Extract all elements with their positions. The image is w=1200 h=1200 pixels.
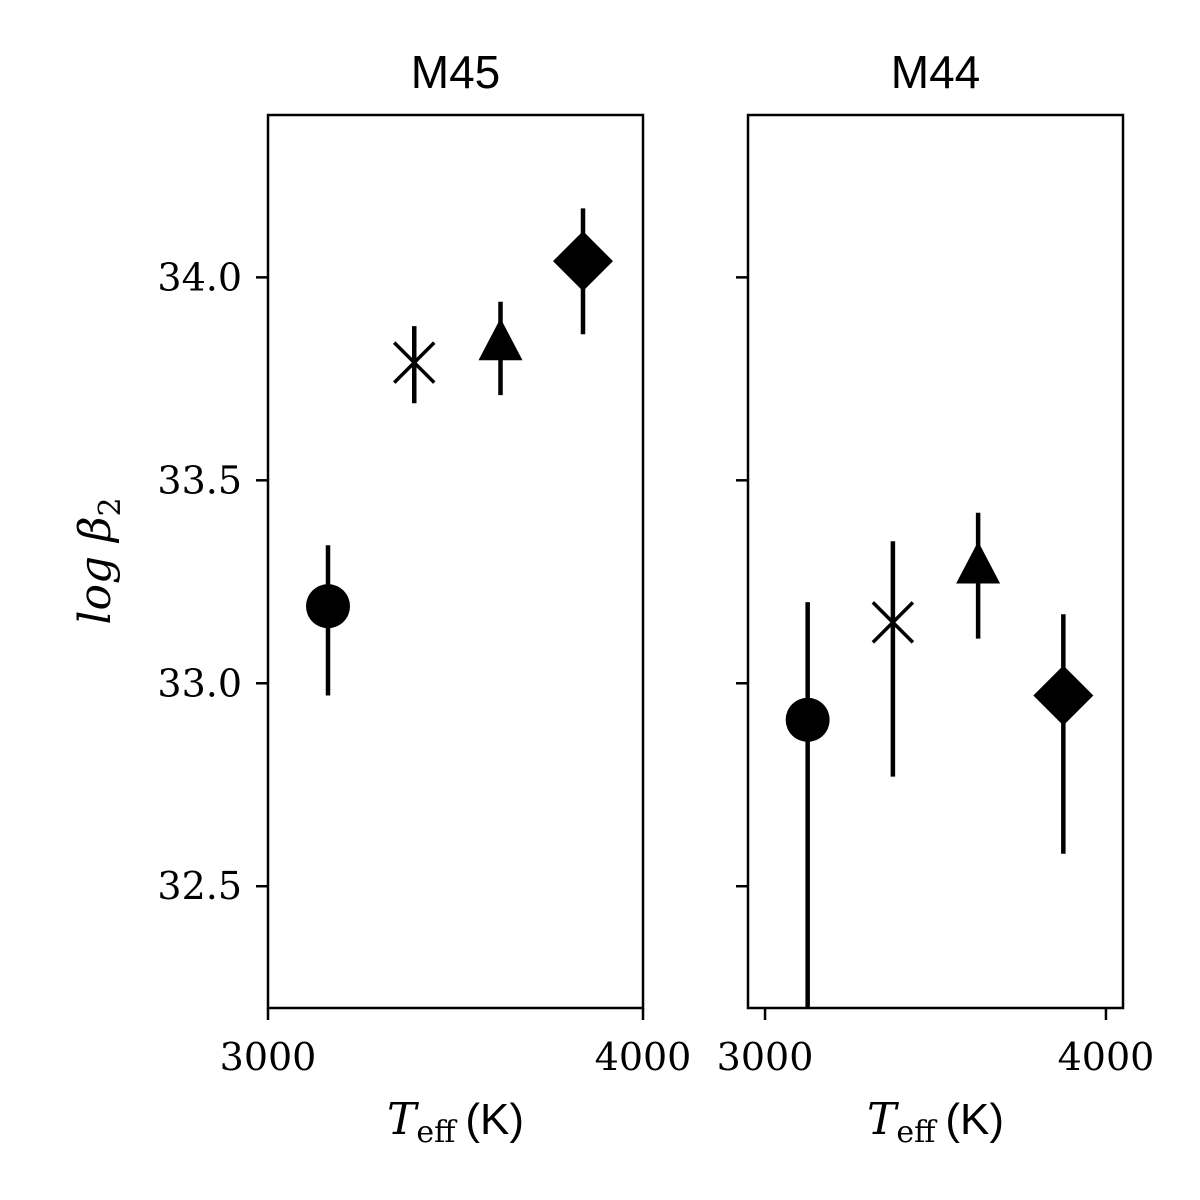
x-axis-label: Teff (K) <box>387 1094 524 1150</box>
y-tick-label: 34.0 <box>157 255 242 299</box>
x-axis-label-unit: (K) <box>465 1095 524 1144</box>
y-axis-label-text: log β2 <box>70 497 128 624</box>
data-point-circle <box>306 584 350 629</box>
y-tick-label: 33.5 <box>157 458 242 502</box>
y-axis-label-func: log <box>70 542 121 625</box>
y-axis-label: log β2 <box>70 497 128 624</box>
y-axis-label-subscript: 2 <box>93 497 128 516</box>
x-axis-label: Teff (K) <box>867 1094 1004 1150</box>
y-tick-label: 33.0 <box>157 661 242 705</box>
plot-frame <box>266 113 645 1010</box>
plot-frame <box>746 113 1125 1010</box>
x-axis-label-symbol: T <box>867 1094 900 1145</box>
x-tick-label: 3000 <box>220 1035 317 1079</box>
data-point-triangle <box>956 541 1001 584</box>
data-point-x <box>393 341 436 384</box>
x-axis-label-subscript: eff <box>896 1115 938 1150</box>
x-axis-label-unit: (K) <box>945 1095 1004 1144</box>
data-point-triangle <box>478 318 523 361</box>
x-axis-label-subscript: eff <box>416 1115 458 1150</box>
x-tick-label: 4000 <box>595 1035 692 1079</box>
x-marker-stroke <box>871 601 915 644</box>
data-point-x <box>871 601 915 644</box>
x-tick-label: 4000 <box>1058 1035 1155 1079</box>
panel-title: M45 <box>411 46 500 98</box>
data-point-diamond <box>553 231 613 292</box>
y-axis-label-symbol: β <box>70 516 121 543</box>
x-axis-label-symbol: T <box>387 1094 420 1145</box>
y-tick-label: 32.5 <box>157 864 242 908</box>
x-tick-label: 3000 <box>717 1035 814 1079</box>
data-point-circle <box>785 697 830 742</box>
data-point-diamond <box>1033 665 1094 726</box>
panel-m45: M45 32.5 33.0 33.5 34.0 3000 4000 Teff (K) <box>157 46 691 1150</box>
x-marker-stroke <box>393 341 436 384</box>
panel-m44: M44 3000 4000 Teff (K) <box>717 46 1155 1150</box>
panel-title: M44 <box>891 46 980 98</box>
